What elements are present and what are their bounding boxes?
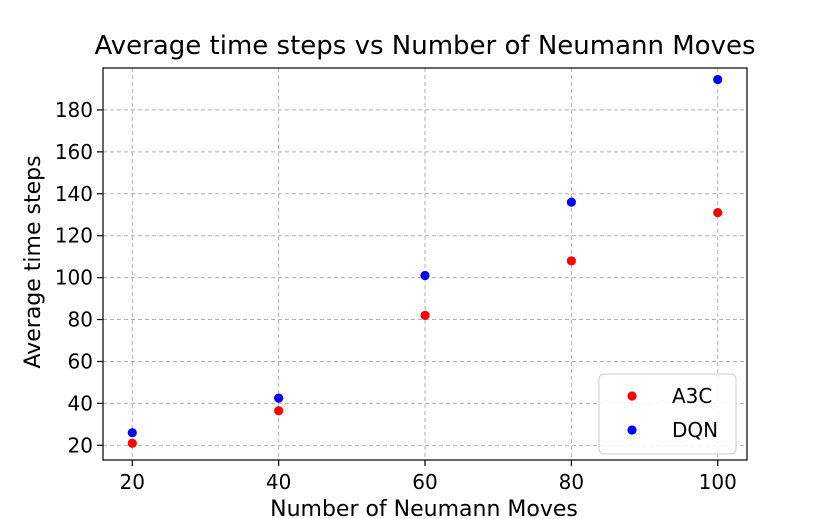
legend-marker-dqn <box>627 425 637 435</box>
y-tick-label: 60 <box>68 349 93 373</box>
grid-lines <box>103 68 747 460</box>
dqn-point <box>274 393 284 403</box>
y-tick-label: 180 <box>55 98 93 122</box>
legend-box <box>598 373 737 455</box>
x-tick-label: 60 <box>412 470 437 494</box>
x-tick-label: 100 <box>699 470 737 494</box>
legend-marker-a3c <box>627 391 637 401</box>
y-tick-label: 80 <box>68 308 93 332</box>
y-axis-label: Average time steps <box>21 155 46 368</box>
dqn-point <box>420 270 430 281</box>
chart-title: Average time steps vs Number of Neumann … <box>95 31 756 61</box>
a3c-point <box>127 438 137 448</box>
y-tick-label: 100 <box>55 266 93 290</box>
a3c-point <box>713 208 723 218</box>
dqn-point <box>127 428 137 438</box>
data-points <box>127 74 723 448</box>
y-tick-label: 120 <box>55 224 93 248</box>
y-tick-label: 140 <box>55 182 93 206</box>
legend-label-dqn: DQN <box>672 418 718 442</box>
a3c-point <box>420 310 430 320</box>
a3c-point <box>274 406 284 416</box>
y-tick-label: 20 <box>68 433 93 457</box>
dqn-point <box>566 197 576 207</box>
y-tick-label: 160 <box>55 140 93 164</box>
legend: A3C DQN <box>598 373 737 455</box>
x-tick-label: 80 <box>559 470 584 494</box>
legend-label-a3c: A3C <box>672 384 712 408</box>
x-tick-label: 40 <box>266 470 291 494</box>
a3c-point <box>566 256 576 266</box>
x-tick-label: 20 <box>120 470 145 494</box>
dqn-point <box>713 74 723 85</box>
axis-ticks: 20 40 60 80 100 20 40 60 80 100 120 140 160 180 <box>55 98 737 494</box>
x-axis-label: Number of Neumann Moves <box>270 497 578 519</box>
y-tick-label: 40 <box>68 391 93 415</box>
